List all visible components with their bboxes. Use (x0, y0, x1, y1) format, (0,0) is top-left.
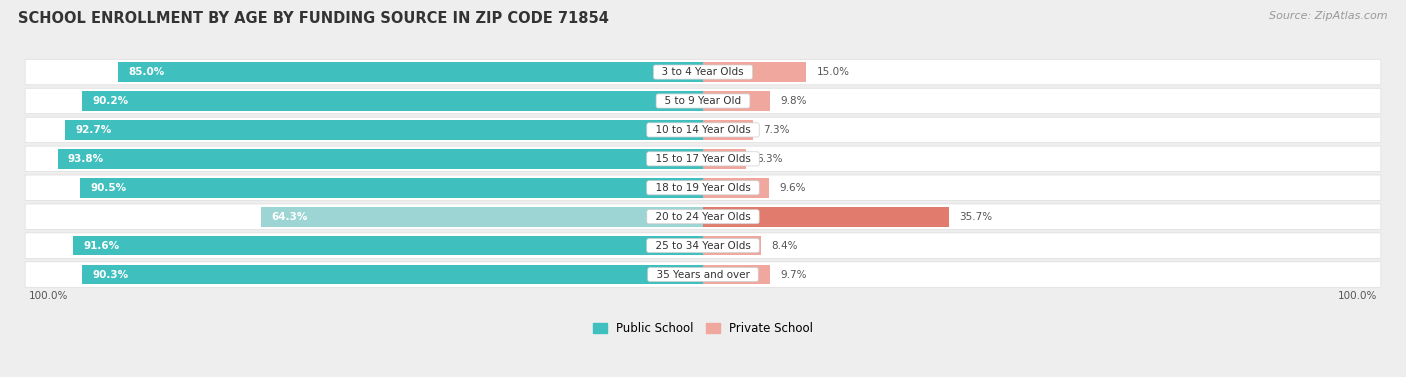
Bar (83, 91, 703, 111)
Text: 3 to 4 Year Olds: 3 to 4 Year Olds (655, 67, 751, 77)
Text: 7.3%: 7.3% (763, 125, 790, 135)
Text: 90.3%: 90.3% (91, 270, 128, 279)
FancyBboxPatch shape (25, 59, 1381, 85)
Text: SCHOOL ENROLLMENT BY AGE BY FUNDING SOURCE IN ZIP CODE 71854: SCHOOL ENROLLMENT BY AGE BY FUNDING SOUR… (18, 11, 609, 26)
Bar (703, 207, 949, 227)
Text: 6.3%: 6.3% (756, 154, 783, 164)
FancyBboxPatch shape (25, 233, 1381, 258)
FancyBboxPatch shape (25, 204, 1381, 230)
Bar (73, 236, 703, 256)
Text: 91.6%: 91.6% (83, 241, 120, 251)
Bar (703, 120, 754, 140)
Text: 9.7%: 9.7% (780, 270, 807, 279)
Text: 85.0%: 85.0% (128, 67, 165, 77)
Text: Source: ZipAtlas.com: Source: ZipAtlas.com (1270, 11, 1388, 21)
Text: 15 to 17 Year Olds: 15 to 17 Year Olds (648, 154, 758, 164)
Bar (703, 178, 769, 198)
Bar (80, 178, 703, 198)
FancyBboxPatch shape (25, 175, 1381, 201)
Text: 35 Years and over: 35 Years and over (650, 270, 756, 279)
Bar (703, 91, 770, 111)
FancyBboxPatch shape (25, 262, 1381, 287)
Text: 10 to 14 Year Olds: 10 to 14 Year Olds (650, 125, 756, 135)
Text: 8.4%: 8.4% (770, 241, 797, 251)
Bar (82, 265, 703, 284)
FancyBboxPatch shape (25, 117, 1381, 143)
Bar (65, 120, 703, 140)
Bar (703, 149, 747, 169)
Text: 15.0%: 15.0% (817, 67, 849, 77)
Bar (58, 149, 703, 169)
Text: 64.3%: 64.3% (271, 212, 308, 222)
Text: 92.7%: 92.7% (76, 125, 112, 135)
FancyBboxPatch shape (25, 146, 1381, 172)
Legend: Public School, Private School: Public School, Private School (588, 317, 818, 340)
Text: 18 to 19 Year Olds: 18 to 19 Year Olds (648, 183, 758, 193)
Text: 9.6%: 9.6% (779, 183, 806, 193)
Text: 5 to 9 Year Old: 5 to 9 Year Old (658, 96, 748, 106)
Bar (703, 236, 761, 256)
Text: 100.0%: 100.0% (28, 291, 67, 301)
Bar (703, 265, 769, 284)
Bar (118, 62, 703, 82)
Text: 93.8%: 93.8% (67, 154, 104, 164)
Text: 25 to 34 Year Olds: 25 to 34 Year Olds (648, 241, 758, 251)
Text: 20 to 24 Year Olds: 20 to 24 Year Olds (650, 212, 756, 222)
FancyBboxPatch shape (25, 88, 1381, 114)
Text: 100.0%: 100.0% (1339, 291, 1378, 301)
Text: 90.5%: 90.5% (90, 183, 127, 193)
Text: 35.7%: 35.7% (959, 212, 993, 222)
Text: 90.2%: 90.2% (93, 96, 129, 106)
Bar (260, 207, 703, 227)
Text: 9.8%: 9.8% (780, 96, 807, 106)
Bar (703, 62, 806, 82)
